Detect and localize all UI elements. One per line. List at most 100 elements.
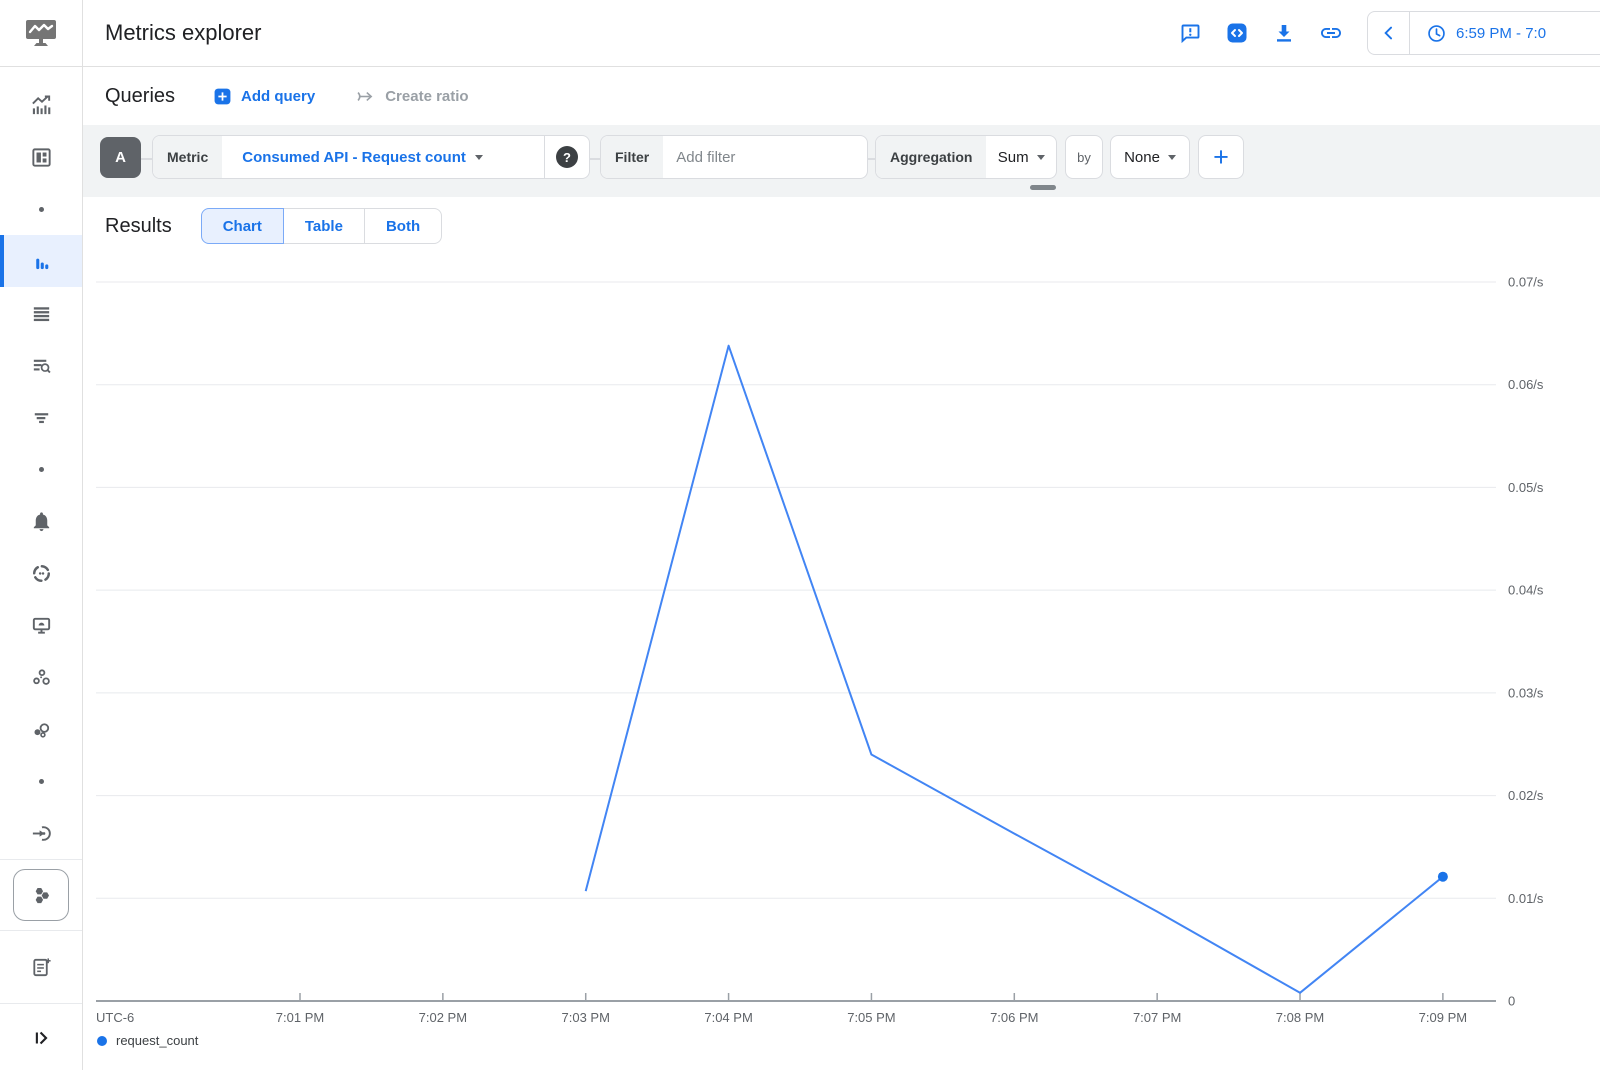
log-search-icon — [33, 359, 51, 373]
time-back-button[interactable] — [1368, 12, 1409, 54]
group-by-dropdown[interactable]: None — [1110, 135, 1190, 179]
chevron-left-icon — [1383, 26, 1392, 40]
expand-panel-icon — [35, 1031, 48, 1045]
series-line — [584, 344, 1444, 994]
x-axis-label: 7:08 PM — [1276, 1010, 1324, 1025]
share-link-button[interactable] — [1319, 21, 1343, 45]
monitoring-logo[interactable] — [0, 0, 82, 67]
code-icon — [1227, 23, 1247, 43]
add-query-label: Add query — [241, 87, 316, 105]
sidebar-item-clusters[interactable] — [0, 703, 82, 755]
x-axis-label: 7:04 PM — [704, 1010, 752, 1025]
sidebar-item-collapsed-3[interactable] — [0, 755, 82, 807]
chart-canvas: 0.01/s 0.02/s 0.03/s 0.04/s 0.05/s 0.06/s 0.07… — [96, 275, 1544, 1025]
metric-value-dropdown[interactable]: Consumed API - Request count — [242, 149, 483, 166]
help-icon[interactable]: ? — [556, 146, 578, 168]
sidebar-item-collapsed-2[interactable] — [0, 443, 82, 495]
page-title: Metrics explorer — [105, 20, 262, 45]
x-axis-label: 7:09 PM — [1419, 1010, 1467, 1025]
y-axis-label: 0.02/s — [1508, 788, 1544, 803]
sidebar-divider — [0, 1003, 82, 1004]
legend-item-request-count[interactable]: request_count — [97, 1033, 198, 1048]
aggregation-value-dropdown[interactable]: Sum — [986, 149, 1056, 166]
metrics-explorer-bars-icon — [35, 258, 48, 269]
y-axis-label: 0.07/s — [1508, 275, 1544, 290]
query-letter-badge[interactable]: A — [100, 137, 141, 178]
tab-both[interactable]: Both — [363, 208, 443, 244]
uptime-check-icon — [32, 564, 50, 582]
download-icon — [1277, 25, 1291, 42]
filter-input[interactable] — [663, 148, 867, 166]
dot-icon — [38, 206, 44, 212]
sidebar-item-integrations[interactable] — [0, 807, 82, 859]
create-ratio-button[interactable]: Create ratio — [355, 86, 469, 107]
tab-chart[interactable]: Chart — [200, 208, 284, 244]
queries-title: Queries — [105, 84, 176, 107]
stacked-list-icon — [33, 306, 49, 321]
tab-table[interactable]: Table — [282, 208, 365, 244]
legend-series-label: request_count — [116, 1033, 199, 1048]
add-query-button[interactable]: Add query — [213, 87, 315, 106]
sidebar-expand-button[interactable] — [0, 1004, 82, 1072]
legend-series-dot — [97, 1035, 107, 1046]
resize-drag-handle[interactable] — [1030, 185, 1056, 190]
overview-chart-icon — [31, 94, 50, 114]
top-app-bar: Metrics explorer — [83, 0, 1600, 67]
dot-icon — [38, 466, 44, 472]
sidebar-item-groups[interactable] — [0, 651, 82, 703]
timeseries-chart[interactable]: 0.01/s 0.02/s 0.03/s 0.04/s 0.05/s 0.06/s 0.07… — [0, 255, 1600, 1070]
divider — [544, 136, 545, 178]
sidebar-item-synthetic-monitoring[interactable] — [0, 599, 82, 651]
download-button[interactable] — [1272, 21, 1296, 45]
add-aggregation-button[interactable]: + — [1198, 135, 1244, 179]
sidebar-item-collapsed-1[interactable] — [0, 183, 82, 235]
query-builder: A Metric Consumed API - Request count ? … — [83, 125, 1600, 197]
x-axis-label: 7:02 PM — [419, 1010, 467, 1025]
integration-arrow-icon — [32, 825, 51, 841]
add-icon — [214, 88, 231, 104]
header-action-icons — [1178, 21, 1343, 45]
sidebar-item-dashboards[interactable] — [0, 131, 82, 183]
y-axis-zero-label: 0 — [1508, 994, 1515, 1009]
chevron-down-icon — [1036, 154, 1045, 160]
aggregation-label: Aggregation — [876, 136, 987, 178]
sidebar-divider — [0, 930, 82, 931]
services-hexagons-icon — [35, 888, 50, 904]
feedback-button[interactable] — [1178, 21, 1202, 45]
time-range-button[interactable]: 6:59 PM - 7:0 — [1410, 23, 1546, 44]
sidebar-item-metrics-management[interactable] — [0, 287, 82, 339]
x-axis-label: 7:07 PM — [1133, 1010, 1181, 1025]
view-code-button[interactable] — [1225, 21, 1249, 45]
y-axis-label: 0.04/s — [1508, 583, 1544, 598]
x-axis-label: 7:06 PM — [990, 1010, 1038, 1025]
sidebar-item-metrics-explorer[interactable] — [0, 235, 82, 287]
sidebar-item-uptime-checks[interactable] — [0, 547, 82, 599]
services-button-frame — [13, 869, 69, 921]
connector-line — [868, 158, 875, 160]
y-axis-label: 0.06/s — [1508, 377, 1544, 392]
create-ratio-label: Create ratio — [385, 87, 469, 105]
sidebar-item-log-search[interactable] — [0, 339, 82, 391]
synthetic-monitor-icon — [32, 617, 50, 634]
clock-icon — [1428, 24, 1445, 42]
chevron-down-icon — [474, 154, 483, 160]
metric-label: Metric — [153, 136, 223, 178]
x-axis-label: 7:01 PM — [276, 1010, 324, 1025]
time-range-selector: 6:59 PM - 7:0 — [1367, 11, 1600, 55]
connector-line — [590, 158, 600, 160]
sidebar-item-release-notes[interactable] — [0, 931, 82, 1003]
sidebar-divider — [0, 859, 82, 860]
dashboards-icon — [31, 147, 51, 167]
metric-selector: Metric Consumed API - Request count ? — [152, 135, 590, 179]
results-toolbar: Results Chart Table Both — [83, 197, 1600, 255]
feedback-icon — [1181, 24, 1200, 44]
chevron-down-icon — [1167, 154, 1176, 160]
ratio-arrow-icon — [357, 91, 373, 101]
by-label-chip: by — [1065, 135, 1103, 179]
release-notes-icon — [32, 957, 51, 976]
sidebar-item-services[interactable] — [0, 860, 82, 930]
y-axis-label: 0.03/s — [1508, 685, 1544, 700]
sidebar-item-overview[interactable] — [0, 79, 82, 131]
sidebar-item-alerting[interactable] — [0, 495, 82, 547]
sidebar-item-trace[interactable] — [0, 391, 82, 443]
